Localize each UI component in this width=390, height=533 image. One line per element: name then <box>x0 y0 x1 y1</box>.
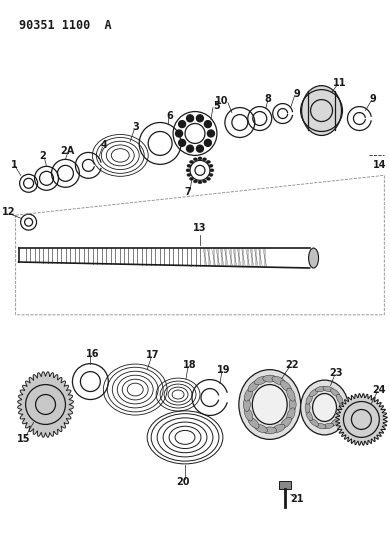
Ellipse shape <box>309 418 319 426</box>
Ellipse shape <box>193 158 197 161</box>
Ellipse shape <box>190 160 193 164</box>
Ellipse shape <box>245 388 253 401</box>
Text: 6: 6 <box>167 110 174 120</box>
Ellipse shape <box>289 398 296 411</box>
Ellipse shape <box>198 181 202 184</box>
Text: 22: 22 <box>285 360 298 370</box>
Ellipse shape <box>306 410 312 421</box>
Text: 7: 7 <box>184 187 191 197</box>
Ellipse shape <box>308 248 319 268</box>
Ellipse shape <box>254 376 268 385</box>
Ellipse shape <box>206 177 211 180</box>
Text: 3: 3 <box>133 123 140 133</box>
Ellipse shape <box>206 160 211 164</box>
Ellipse shape <box>309 389 319 397</box>
Text: 14: 14 <box>372 160 386 171</box>
Ellipse shape <box>337 394 343 405</box>
Circle shape <box>204 120 211 127</box>
Text: 5: 5 <box>214 101 220 110</box>
Text: 4: 4 <box>101 140 108 150</box>
Ellipse shape <box>193 180 197 183</box>
Ellipse shape <box>239 369 301 439</box>
Text: 10: 10 <box>215 95 229 106</box>
Ellipse shape <box>198 157 202 160</box>
Ellipse shape <box>301 380 348 435</box>
Ellipse shape <box>312 393 337 422</box>
Text: 24: 24 <box>372 385 386 394</box>
Ellipse shape <box>339 402 344 413</box>
Text: 17: 17 <box>146 350 160 360</box>
Ellipse shape <box>287 408 295 421</box>
Ellipse shape <box>272 424 285 433</box>
Circle shape <box>197 115 204 122</box>
Ellipse shape <box>210 169 214 172</box>
Ellipse shape <box>323 386 334 392</box>
Ellipse shape <box>202 158 207 161</box>
Text: 11: 11 <box>333 78 346 87</box>
Ellipse shape <box>186 169 190 172</box>
Text: 8: 8 <box>264 94 271 103</box>
Text: 23: 23 <box>330 368 343 377</box>
Ellipse shape <box>331 418 340 426</box>
Circle shape <box>197 145 204 152</box>
Text: 18: 18 <box>183 360 197 370</box>
Ellipse shape <box>248 381 259 392</box>
Circle shape <box>179 139 186 147</box>
Ellipse shape <box>187 164 191 167</box>
Ellipse shape <box>316 423 326 429</box>
Ellipse shape <box>254 424 268 433</box>
Ellipse shape <box>323 423 334 429</box>
Text: 20: 20 <box>176 477 190 487</box>
Text: 9: 9 <box>293 88 300 99</box>
Bar <box>279 481 291 489</box>
Circle shape <box>204 139 211 147</box>
Ellipse shape <box>243 398 250 411</box>
Ellipse shape <box>301 86 342 135</box>
Ellipse shape <box>331 389 340 397</box>
Ellipse shape <box>287 388 295 401</box>
Ellipse shape <box>263 427 277 434</box>
Text: 19: 19 <box>217 365 230 375</box>
Circle shape <box>186 145 193 152</box>
Ellipse shape <box>280 417 291 429</box>
Ellipse shape <box>248 417 259 429</box>
Ellipse shape <box>202 180 207 183</box>
Ellipse shape <box>209 173 213 176</box>
Ellipse shape <box>209 164 213 167</box>
Text: 12: 12 <box>2 207 16 217</box>
Circle shape <box>207 130 215 137</box>
Ellipse shape <box>190 177 193 180</box>
Polygon shape <box>335 394 387 445</box>
Ellipse shape <box>316 386 326 392</box>
Text: 13: 13 <box>193 223 207 233</box>
Ellipse shape <box>245 408 253 421</box>
Text: 2A: 2A <box>60 147 74 156</box>
Ellipse shape <box>337 410 343 421</box>
Ellipse shape <box>187 173 191 176</box>
Text: 9: 9 <box>370 94 377 103</box>
Text: 1: 1 <box>11 160 18 171</box>
Text: 15: 15 <box>17 434 30 445</box>
Ellipse shape <box>272 376 285 385</box>
Circle shape <box>176 130 183 137</box>
Ellipse shape <box>252 385 287 424</box>
Text: 21: 21 <box>290 494 303 504</box>
Ellipse shape <box>263 375 277 382</box>
Ellipse shape <box>306 394 312 405</box>
Text: 16: 16 <box>86 349 99 359</box>
Polygon shape <box>18 372 73 437</box>
Text: 2: 2 <box>39 151 46 161</box>
Circle shape <box>186 115 193 122</box>
Ellipse shape <box>280 381 291 392</box>
Ellipse shape <box>305 402 310 413</box>
Circle shape <box>179 120 186 127</box>
Text: 90351 1100  A: 90351 1100 A <box>19 19 111 32</box>
